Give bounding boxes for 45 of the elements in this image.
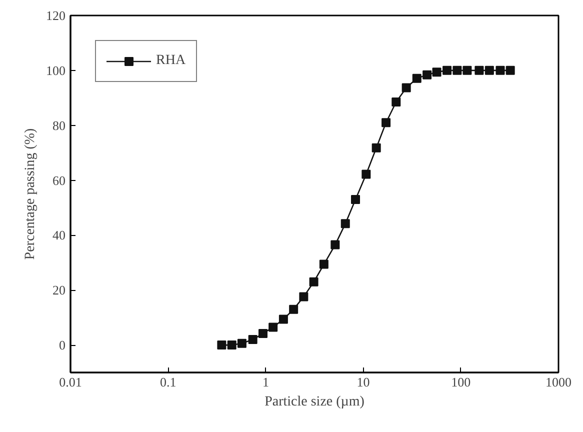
point [496, 66, 505, 75]
point [474, 66, 484, 75]
point [432, 68, 442, 77]
point [392, 98, 401, 107]
x-axis-title: Particle size (µm) [264, 394, 365, 410]
y-tick-label: 80 [52, 118, 66, 133]
point [237, 338, 246, 348]
point [362, 170, 371, 179]
point [268, 322, 278, 332]
point [330, 240, 340, 250]
y-tick-label: 100 [46, 62, 66, 78]
point [319, 260, 328, 269]
y-tick-label: 120 [46, 8, 66, 23]
point [309, 277, 318, 286]
point [422, 70, 432, 80]
point [289, 304, 298, 314]
y-tick-label: 0 [59, 338, 66, 353]
y-tick-label: 40 [52, 228, 66, 243]
point [382, 118, 391, 128]
point [217, 340, 226, 350]
point [412, 74, 422, 83]
point [452, 66, 462, 75]
point [351, 194, 360, 204]
point [278, 314, 288, 324]
point [248, 335, 258, 344]
point [227, 340, 236, 350]
y-tick-label: 60 [52, 172, 66, 188]
x-tick-label: 0.01 [59, 374, 82, 390]
y-tick-label: 20 [52, 282, 66, 298]
point [484, 66, 494, 75]
point [462, 66, 472, 75]
legend-label: RHA [156, 53, 186, 69]
point [258, 329, 268, 338]
point [442, 66, 452, 75]
x-tick-label: 0.1 [160, 374, 176, 390]
x-tick-label: 100 [451, 374, 471, 390]
point [372, 143, 381, 152]
x-tick-label: 10 [356, 374, 370, 390]
point [506, 66, 515, 75]
y-axis-title: Percentage passing (%) [23, 128, 38, 260]
x-tick-label: 1 [262, 374, 269, 390]
point [340, 219, 350, 228]
point [299, 292, 308, 302]
point [402, 83, 411, 92]
x-tick-label: 1000 [546, 374, 572, 390]
